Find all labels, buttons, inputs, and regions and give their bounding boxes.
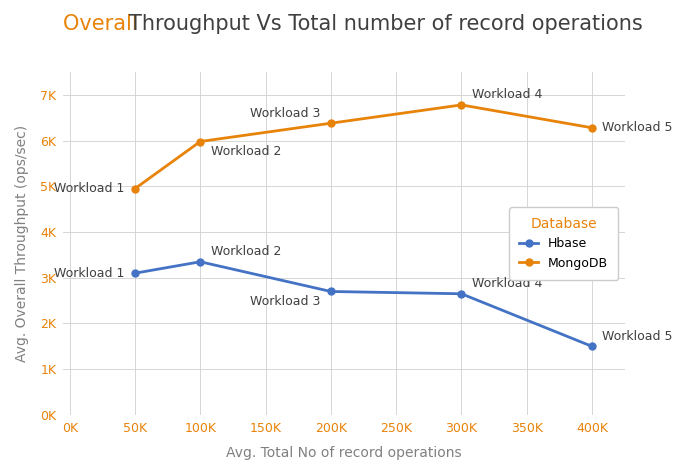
Hbase (196, 259, 205, 265)
Text: Workload 2: Workload 2 (211, 245, 281, 258)
Text: Workload 2: Workload 2 (211, 145, 281, 158)
Text: Workload 4: Workload 4 (472, 88, 542, 101)
Text: Workload 5: Workload 5 (602, 121, 673, 134)
Line: Hbase: Hbase (132, 258, 595, 350)
Hbase (457, 291, 466, 296)
Y-axis label: Avg. Overall Throughput (ops/sec): Avg. Overall Throughput (ops/sec) (15, 125, 29, 362)
Text: Throughput Vs Total number of record operations: Throughput Vs Total number of record ope… (129, 14, 642, 34)
MongoDB (196, 139, 205, 144)
Hbase (131, 270, 139, 276)
Text: Workload 5: Workload 5 (602, 330, 673, 342)
MongoDB (588, 125, 596, 131)
MongoDB (457, 102, 466, 108)
Hbase (588, 343, 596, 349)
Text: Overall: Overall (63, 14, 145, 34)
Text: Workload 4: Workload 4 (472, 277, 542, 290)
MongoDB (131, 186, 139, 191)
Text: Workload 1: Workload 1 (54, 182, 125, 195)
MongoDB (327, 120, 335, 126)
Hbase (327, 289, 335, 294)
Text: Workload 3: Workload 3 (250, 295, 320, 308)
X-axis label: Avg. Total No of record operations: Avg. Total No of record operations (226, 446, 462, 460)
Text: Workload 3: Workload 3 (250, 106, 320, 120)
Line: MongoDB: MongoDB (132, 102, 595, 192)
Text: Workload 1: Workload 1 (54, 266, 125, 280)
Legend: Hbase, MongoDB: Hbase, MongoDB (509, 207, 618, 280)
